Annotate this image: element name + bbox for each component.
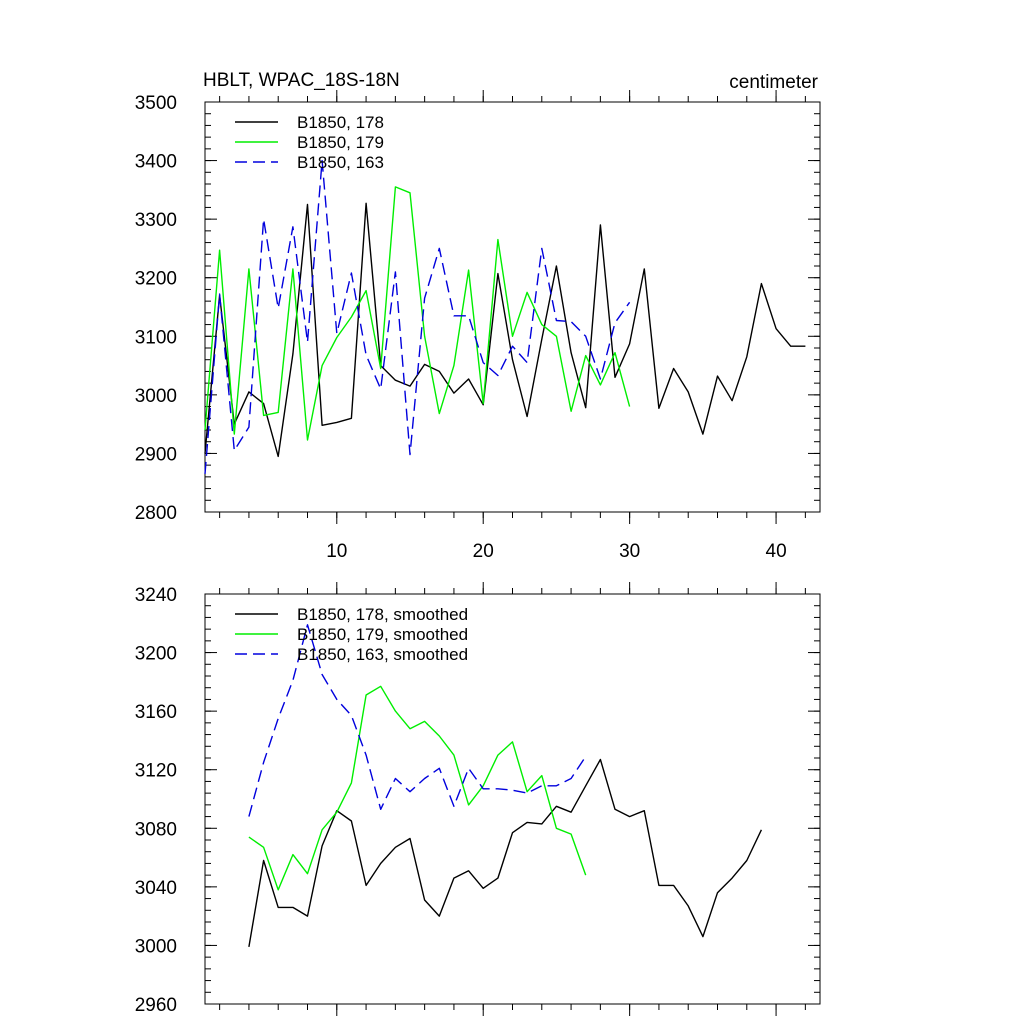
y-tick-label: 3200 xyxy=(135,644,177,665)
y-tick-label: 3000 xyxy=(135,936,177,957)
bottom-axis-ticks xyxy=(205,582,820,1016)
x-tick-label: 20 xyxy=(473,541,494,562)
y-tick-label: 3400 xyxy=(135,152,177,173)
y-tick-label: 2800 xyxy=(135,503,177,524)
top-axis-ticks xyxy=(205,90,820,524)
legend-label: B1850, 178 xyxy=(297,113,384,132)
x-tick-label: 40 xyxy=(766,541,787,562)
bottom-panel: 2960 3000 3040 3080 3120 3160 3200 3240 B1850, … xyxy=(135,582,821,1016)
series-line-3 xyxy=(248,624,587,817)
y-tick-label: 3000 xyxy=(135,386,177,407)
top-series-lines xyxy=(204,159,806,474)
series-line-1 xyxy=(248,758,763,948)
bottom-series-lines xyxy=(248,624,763,948)
y-tick-label: 3100 xyxy=(135,327,177,348)
top-chart-units: centimeter xyxy=(729,72,818,93)
top-y-tick-labels: 2800 2900 3000 3100 3200 3300 3400 3500 xyxy=(135,93,177,524)
series-line-2 xyxy=(204,186,631,441)
series-line-3 xyxy=(204,159,631,474)
y-tick-label: 3080 xyxy=(135,819,177,840)
legend-label: B1850, 179 xyxy=(297,133,384,152)
y-tick-label: 3240 xyxy=(135,585,177,606)
series-line-2 xyxy=(248,685,587,891)
series-line-1 xyxy=(204,202,806,458)
top-x-tick-labels: 10 20 30 40 xyxy=(326,541,786,562)
legend-label: B1850, 163 xyxy=(297,153,384,172)
x-tick-label: 30 xyxy=(619,541,640,562)
y-tick-label: 3160 xyxy=(135,702,177,723)
legend-label: B1850, 179, smoothed xyxy=(297,625,468,644)
y-tick-label: 3040 xyxy=(135,878,177,899)
legend-label: B1850, 163, smoothed xyxy=(297,645,468,664)
y-tick-label: 3300 xyxy=(135,210,177,231)
top-panel: HBLT, WPAC_18S-18N centimeter 2800 2900 30… xyxy=(135,70,821,562)
bottom-y-tick-labels: 2960 3000 3040 3080 3120 3160 3200 3240 xyxy=(135,585,177,1016)
legend-label: B1850, 178, smoothed xyxy=(297,605,468,624)
y-tick-label: 3500 xyxy=(135,93,177,114)
y-tick-label: 2960 xyxy=(135,995,177,1016)
y-tick-label: 3200 xyxy=(135,269,177,290)
y-tick-label: 2900 xyxy=(135,444,177,465)
x-tick-label: 10 xyxy=(326,541,347,562)
top-chart-title: HBLT, WPAC_18S-18N xyxy=(203,70,400,91)
y-tick-label: 3120 xyxy=(135,761,177,782)
